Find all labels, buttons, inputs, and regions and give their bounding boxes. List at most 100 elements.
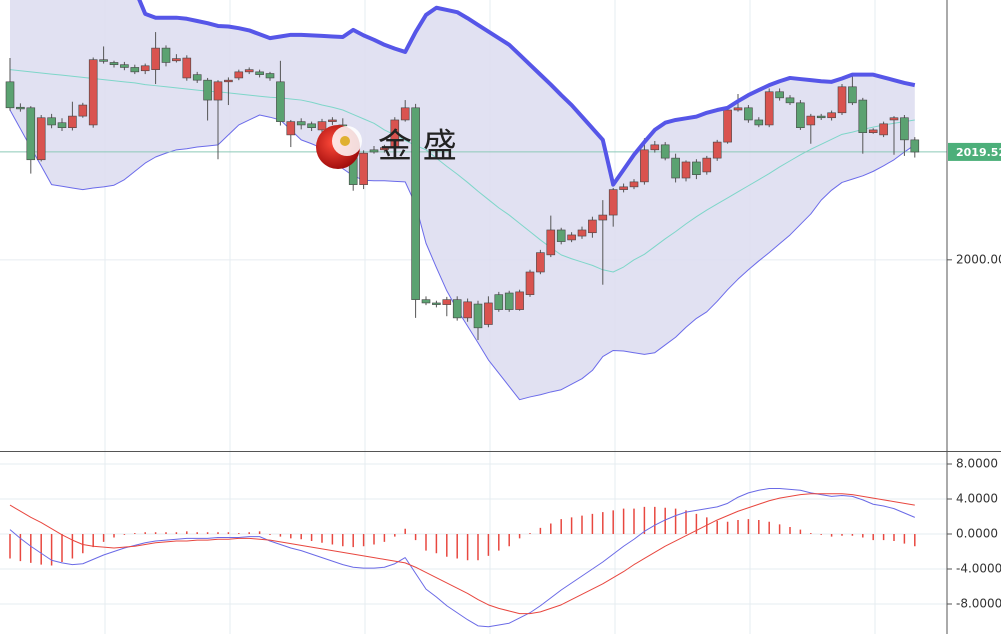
candle-body xyxy=(546,229,556,256)
candle-body xyxy=(36,117,46,161)
candle-body xyxy=(109,62,119,65)
candle-body xyxy=(567,234,576,241)
candle-body xyxy=(151,47,160,70)
candle-body xyxy=(588,219,597,234)
candle-body xyxy=(255,71,264,75)
logo: 金 盛 xyxy=(316,125,457,169)
candle-body xyxy=(525,271,535,295)
candle-body xyxy=(47,117,56,126)
candle-body xyxy=(837,86,847,114)
candle-body xyxy=(442,299,452,305)
candle-body xyxy=(203,79,212,101)
candle-body xyxy=(276,81,285,122)
candle-body xyxy=(26,107,36,161)
candle-body xyxy=(99,59,108,62)
candle-body xyxy=(692,161,701,175)
candle-body xyxy=(88,59,98,126)
candle-body xyxy=(120,64,129,68)
macd-dif-line xyxy=(9,487,915,628)
candle-body xyxy=(192,74,202,81)
candle-body xyxy=(681,161,691,179)
candle-body xyxy=(369,149,379,153)
candle-body xyxy=(900,117,909,141)
candle-body xyxy=(619,186,628,190)
candle-body xyxy=(328,119,337,122)
candle-body xyxy=(213,81,223,101)
candle-body xyxy=(182,57,192,79)
candle-body xyxy=(265,73,275,79)
candle-body xyxy=(224,79,233,83)
candle-body xyxy=(712,141,722,159)
candle-body xyxy=(889,117,899,121)
candle-body xyxy=(359,152,368,185)
logo-text: 金 盛 xyxy=(378,127,457,167)
candle-body xyxy=(660,144,670,159)
y-tick-label: -4.0000 xyxy=(956,561,1001,575)
candle-body xyxy=(234,71,244,79)
candle-body xyxy=(244,69,254,73)
band-middle xyxy=(9,69,915,273)
y-tick-label: 0.0000 xyxy=(956,526,998,540)
candle-body xyxy=(140,65,150,72)
candle-body xyxy=(723,109,732,143)
candle-body xyxy=(172,58,181,62)
candle-body xyxy=(5,81,15,109)
band-fill xyxy=(10,0,915,400)
y-tick-label: -8.0000 xyxy=(956,596,1001,610)
candle-body xyxy=(380,147,389,151)
candle-body xyxy=(848,86,857,104)
candle-body xyxy=(161,47,171,63)
candle-body xyxy=(827,112,836,119)
candle-body xyxy=(432,302,441,305)
candle-body xyxy=(296,121,306,126)
candle-body xyxy=(598,214,608,221)
candle-body xyxy=(577,229,587,237)
y-tick-label: 8.0000 xyxy=(956,456,998,470)
candle-body xyxy=(390,119,400,148)
candle-body xyxy=(744,107,753,121)
macd-panel xyxy=(9,487,916,628)
candle-body xyxy=(879,123,888,136)
candle-body xyxy=(671,157,680,179)
candle-body xyxy=(286,121,296,136)
candle-body xyxy=(910,139,920,153)
candle-body xyxy=(504,292,514,310)
candle-body xyxy=(775,91,784,99)
candle-body xyxy=(640,149,649,183)
macd-dea-line xyxy=(9,493,915,615)
candle-body xyxy=(785,97,795,104)
candle-body xyxy=(868,129,878,133)
candle-body xyxy=(130,67,140,73)
y-tick-label: 2000.00 xyxy=(956,252,1001,266)
candle-body xyxy=(78,104,88,117)
candle-body xyxy=(796,102,805,129)
candle-body xyxy=(16,106,25,110)
candle-body xyxy=(317,121,327,131)
candle-body xyxy=(515,291,524,310)
candle-body xyxy=(816,115,826,119)
candle-body xyxy=(608,189,618,216)
band-lower xyxy=(9,109,916,401)
candle-body xyxy=(307,123,316,129)
candle-body xyxy=(733,107,743,111)
candle-body xyxy=(806,115,816,126)
candle-body xyxy=(536,252,545,273)
candle-body xyxy=(494,294,504,310)
candle-body xyxy=(411,107,420,300)
candle-body xyxy=(68,115,77,129)
candle-body xyxy=(650,144,660,151)
logo-dot xyxy=(340,136,350,146)
candle-body xyxy=(702,157,712,173)
last-price-label: 2019.52 xyxy=(956,146,1001,159)
last-price-box xyxy=(948,142,1001,161)
candle-body xyxy=(754,119,764,126)
candle-body xyxy=(57,122,67,129)
candle-body xyxy=(484,302,493,325)
candle-body xyxy=(421,299,431,304)
candle-body xyxy=(452,299,462,319)
candle-body xyxy=(400,107,410,121)
y-tick-label: 4.0000 xyxy=(956,491,998,505)
price-panel xyxy=(0,0,947,401)
